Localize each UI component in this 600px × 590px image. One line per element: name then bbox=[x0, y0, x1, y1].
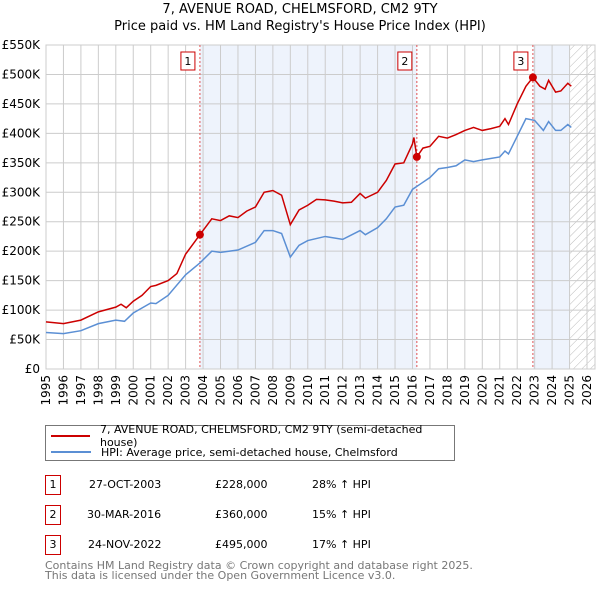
sale-marker-badge: 3 bbox=[45, 535, 61, 555]
sale-label-box bbox=[397, 51, 413, 71]
x-tick-label: 2019 bbox=[458, 375, 472, 406]
x-tick-label: 2007 bbox=[248, 375, 262, 406]
sale-label: 3 bbox=[517, 55, 524, 68]
y-tick-label: £50K bbox=[9, 333, 41, 347]
x-tick-label: 2009 bbox=[283, 375, 297, 406]
legend-swatch-property bbox=[51, 435, 90, 437]
x-tick-label: 1999 bbox=[109, 375, 123, 406]
x-tick-label: 2022 bbox=[510, 375, 524, 406]
x-tick-label: 2017 bbox=[423, 375, 437, 406]
y-tick-label: £300K bbox=[2, 185, 42, 199]
x-tick-label: 2025 bbox=[563, 375, 577, 406]
y-tick-label: £150K bbox=[2, 274, 42, 288]
footer-copyright: Contains HM Land Registry data © Crown c… bbox=[45, 559, 473, 572]
y-tick-label: £100K bbox=[2, 303, 42, 317]
sale-price: £360,000 bbox=[215, 508, 268, 521]
sale-point bbox=[412, 152, 421, 161]
x-tick-label: 2024 bbox=[545, 375, 559, 406]
future-hatch bbox=[569, 45, 595, 369]
sale-hpi-diff: 15% ↑ HPI bbox=[312, 508, 371, 521]
y-tick-label: £350K bbox=[2, 156, 42, 170]
x-tick-label: 1996 bbox=[56, 375, 70, 406]
y-tick-label: £450K bbox=[2, 97, 42, 111]
sale-row: 3 24-NOV-2022 £495,000 17% ↑ HPI bbox=[45, 535, 465, 555]
x-tick-label: 2002 bbox=[161, 375, 175, 406]
sale-label-box bbox=[513, 51, 529, 71]
chart-subtitle: Price paid vs. HM Land Registry's House … bbox=[114, 19, 486, 34]
x-tick-label: 2013 bbox=[353, 375, 367, 406]
plot-border bbox=[45, 44, 596, 370]
footer-licence: This data is licensed under the Open Gov… bbox=[45, 569, 396, 582]
sale-point bbox=[195, 230, 204, 239]
sale-label: 1 bbox=[184, 55, 191, 68]
x-tick-label: 2014 bbox=[371, 375, 385, 406]
x-tick-label: 1997 bbox=[74, 375, 88, 406]
sale-date: 24-NOV-2022 bbox=[88, 538, 162, 551]
shaded-period bbox=[532, 45, 570, 369]
y-tick-label: £550K bbox=[2, 38, 42, 52]
sale-price: £495,000 bbox=[215, 538, 268, 551]
sale-hpi-diff: 17% ↑ HPI bbox=[312, 538, 371, 551]
x-tick-label: 2023 bbox=[528, 375, 542, 406]
y-tick-label: £0 bbox=[25, 362, 40, 376]
x-tick-label: 2016 bbox=[405, 375, 419, 406]
x-tick-label: 2001 bbox=[144, 375, 158, 406]
x-tick-label: 2005 bbox=[214, 375, 228, 406]
x-tick-label: 2006 bbox=[231, 375, 245, 406]
shaded-period bbox=[199, 45, 417, 369]
x-tick-label: 1995 bbox=[39, 375, 53, 406]
sale-point bbox=[528, 73, 537, 82]
x-tick-label: 1998 bbox=[91, 375, 105, 406]
series-line bbox=[45, 76, 572, 325]
sale-row: 1 27-OCT-2003 £228,000 28% ↑ HPI bbox=[45, 475, 465, 495]
chart-title: 7, AVENUE ROAD, CHELMSFORD, CM2 9TY bbox=[162, 2, 438, 17]
y-tick-label: £500K bbox=[2, 67, 42, 81]
x-tick-label: 2011 bbox=[318, 375, 332, 406]
legend-swatch-hpi bbox=[51, 451, 91, 453]
x-tick-label: 2012 bbox=[336, 375, 350, 406]
sale-row: 2 30-MAR-2016 £360,000 15% ↑ HPI bbox=[45, 505, 465, 525]
series-line bbox=[45, 117, 572, 335]
y-tick-label: £250K bbox=[2, 215, 42, 229]
sale-label: 2 bbox=[401, 55, 408, 68]
y-tick-label: £400K bbox=[2, 126, 42, 140]
x-tick-label: 2021 bbox=[493, 375, 507, 406]
x-tick-label: 2000 bbox=[126, 375, 140, 406]
sale-date: 27-OCT-2003 bbox=[89, 478, 162, 491]
x-tick-label: 2004 bbox=[196, 375, 210, 406]
x-tick-label: 2003 bbox=[179, 375, 193, 406]
sale-marker-badge: 1 bbox=[45, 475, 61, 495]
price-chart: 1995 1996 1997 1998 1999 2000 2001 2002 2003 2004… bbox=[2, 38, 596, 406]
y-tick-label: £200K bbox=[2, 244, 42, 258]
sale-price: £228,000 bbox=[215, 478, 268, 491]
legend-label-property: 7, AVENUE ROAD, CHELMSFORD, CM2 9TY (sem… bbox=[99, 423, 423, 449]
x-tick-label: 2020 bbox=[475, 375, 489, 406]
sale-marker-badge: 2 bbox=[45, 505, 61, 525]
sale-date: 30-MAR-2016 bbox=[87, 508, 162, 521]
x-tick-label: 2010 bbox=[301, 375, 315, 406]
legend-label-hpi: HPI: Average price, semi-detached house,… bbox=[101, 445, 398, 459]
x-tick-label: 2008 bbox=[266, 375, 280, 406]
sale-label-box bbox=[180, 51, 196, 71]
x-tick-label: 2026 bbox=[580, 375, 594, 406]
x-tick-label: 2015 bbox=[388, 375, 402, 406]
sale-hpi-diff: 28% ↑ HPI bbox=[312, 478, 371, 491]
x-tick-label: 2018 bbox=[440, 375, 454, 406]
legend: 7, AVENUE ROAD, CHELMSFORD, CM2 9TY (sem… bbox=[45, 423, 455, 461]
